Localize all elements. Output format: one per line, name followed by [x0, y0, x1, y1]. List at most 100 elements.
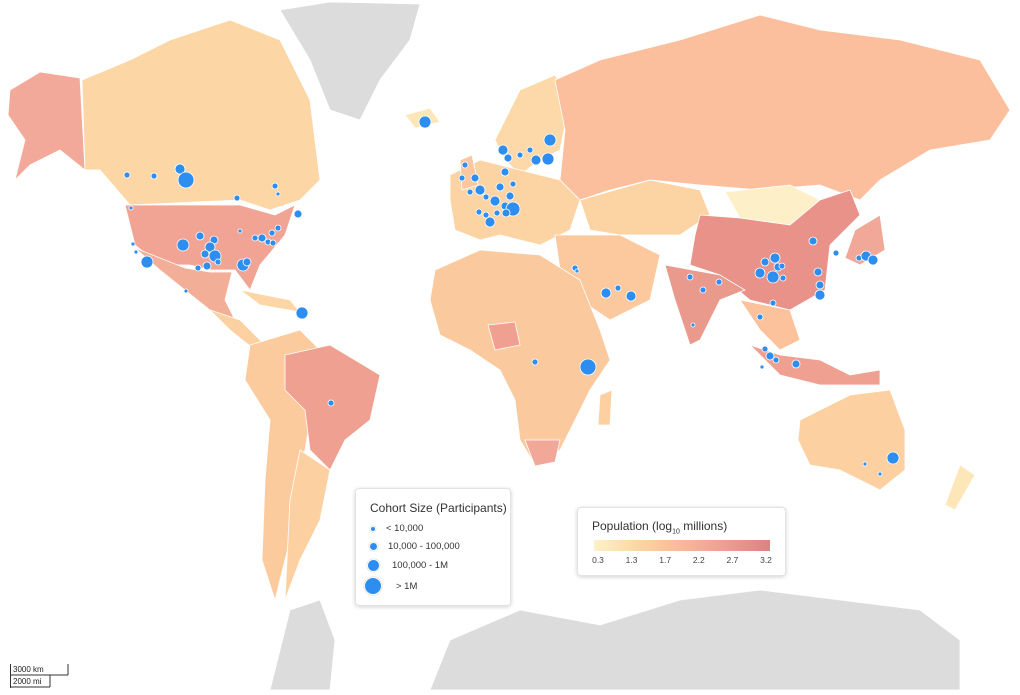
cohort-dot [484, 216, 496, 228]
cohort-dot [233, 194, 241, 202]
southeast-asia [739, 299, 801, 351]
legend-title: Cohort Size (Participants) [370, 501, 507, 515]
cohort-dot [466, 188, 474, 196]
color-tick-label: 0.3 [592, 555, 604, 565]
cohort-dot [295, 306, 309, 320]
cohort-dot [493, 209, 501, 217]
cohort-dot [814, 289, 826, 301]
cohort-dot [759, 364, 765, 370]
color-tick-label: 2.7 [726, 555, 739, 565]
cohort-dot [832, 249, 840, 257]
legend-item: > 1M [396, 581, 418, 592]
cohort-dot [754, 267, 766, 279]
cohort-dot [150, 172, 158, 180]
cohort-dot [503, 153, 513, 163]
cohort-dot [690, 322, 696, 328]
cohort-dot [500, 167, 510, 177]
cohort-dot [815, 280, 825, 290]
cohort-dot [614, 284, 622, 292]
cohort-dot [505, 191, 515, 201]
cohort-dot [574, 268, 580, 274]
cohort-dot [543, 133, 557, 147]
central-asia [579, 179, 711, 236]
brazil [284, 344, 381, 471]
population-legend: Population (log10 millions) 0.3 1.3 1.7 2.2… [577, 507, 786, 576]
land [7, 1, 1011, 691]
cohort-dot [474, 184, 486, 196]
color-tick-label: 2.2 [692, 555, 705, 565]
india [664, 264, 746, 346]
cohort-dot [778, 262, 786, 270]
indonesia [749, 344, 881, 386]
title-text: millions) [679, 519, 728, 533]
china [689, 189, 861, 311]
title-sub: 10 [672, 528, 680, 536]
cohort-dot [327, 399, 335, 407]
uk [459, 154, 479, 191]
madagascar [597, 389, 613, 426]
cohort-dot [293, 209, 303, 219]
greenland [279, 1, 421, 121]
russia [554, 14, 1011, 201]
cohort-legend: Cohort Size (Participants) < 10,000 10,0… [355, 488, 511, 606]
cohort-dot [516, 151, 524, 159]
cohort-dot [461, 161, 469, 169]
color-tick-label: 3.2 [760, 555, 772, 565]
cohort-dot [257, 233, 267, 243]
cohort-dot [760, 257, 770, 267]
cohort-dot [130, 241, 136, 247]
size-dot [370, 526, 376, 532]
cohort-dot [458, 174, 466, 182]
cohort-dot [526, 146, 534, 154]
cohort-dot [769, 252, 781, 264]
color-bar [594, 540, 770, 551]
cohort-dot [769, 299, 777, 307]
cohort-dot [625, 290, 637, 302]
cohort-dot [195, 231, 205, 241]
cohort-dot [123, 171, 131, 179]
cohort-dot [242, 257, 252, 267]
color-tick-label: 1.7 [659, 555, 672, 565]
cohort-dot [174, 163, 186, 175]
cohort-dot [765, 351, 775, 361]
cohort-dot [204, 241, 216, 253]
scale-mi: 2000 mi [13, 677, 42, 686]
legend-item: < 10,000 [386, 523, 424, 534]
caribbean [239, 289, 302, 313]
cohort-dot [482, 193, 490, 201]
argentina-south [284, 449, 331, 601]
scandinavia [494, 74, 571, 176]
cohort-dot [600, 287, 612, 299]
cohort-dot [251, 234, 259, 242]
alaska [7, 71, 86, 182]
cohort-dot [274, 224, 282, 232]
size-dot [369, 542, 378, 551]
new-zealand [944, 464, 976, 511]
cohort-dot [699, 286, 707, 294]
cohort-dot [275, 191, 281, 197]
cohort-dot [176, 238, 190, 252]
cohort-dot [489, 195, 501, 207]
australia [797, 389, 906, 491]
cohort-dot [128, 205, 134, 211]
cohort-dot [509, 180, 517, 188]
legend-item: 100,000 - 1M [392, 560, 448, 571]
scale-km: 3000 km [13, 665, 44, 674]
cohort-dot [214, 258, 222, 266]
cohort-dot [140, 255, 154, 269]
cohort-dot [772, 356, 780, 364]
cohort-dot [177, 171, 195, 189]
cohort-dot [766, 270, 780, 284]
cohort-dot [756, 313, 764, 321]
cohort-dot [530, 154, 542, 166]
cohort-dot [541, 152, 555, 166]
cohort-dot [470, 173, 480, 183]
cohort-dot [268, 229, 276, 237]
cohort-dot [761, 345, 769, 353]
legend-item: 10,000 - 100,000 [388, 541, 460, 552]
cohort-dot [237, 228, 243, 234]
cohort-dot [133, 249, 139, 255]
legend-title: Population (log10 millions) [592, 519, 727, 535]
cohort-dots [123, 115, 900, 477]
